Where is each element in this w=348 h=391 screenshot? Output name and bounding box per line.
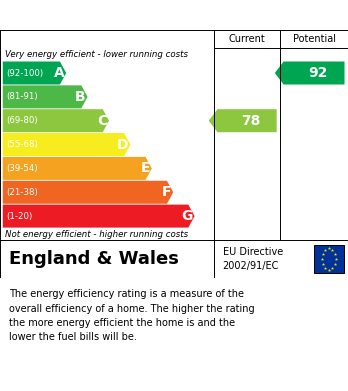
Text: A: A (54, 66, 64, 80)
Text: C: C (97, 114, 107, 128)
Text: (21-38): (21-38) (6, 188, 38, 197)
Text: 92: 92 (308, 66, 327, 80)
Text: G: G (182, 209, 193, 223)
Text: Current: Current (229, 34, 266, 44)
Text: (81-91): (81-91) (6, 92, 38, 101)
Polygon shape (3, 133, 130, 156)
Text: B: B (75, 90, 86, 104)
Polygon shape (3, 61, 66, 84)
Text: (39-54): (39-54) (6, 164, 38, 173)
Text: E: E (141, 161, 150, 176)
Polygon shape (3, 85, 88, 108)
Text: Potential: Potential (293, 34, 335, 44)
Polygon shape (209, 109, 277, 132)
Text: 78: 78 (241, 114, 260, 128)
Text: Energy Efficiency Rating: Energy Efficiency Rating (9, 7, 211, 23)
Text: (55-68): (55-68) (6, 140, 38, 149)
Polygon shape (3, 157, 152, 180)
Text: EU Directive
2002/91/EC: EU Directive 2002/91/EC (223, 248, 283, 271)
Polygon shape (3, 181, 173, 204)
Polygon shape (3, 204, 195, 228)
Text: (1-20): (1-20) (6, 212, 32, 221)
Text: Very energy efficient - lower running costs: Very energy efficient - lower running co… (5, 50, 188, 59)
Text: Not energy efficient - higher running costs: Not energy efficient - higher running co… (5, 230, 188, 239)
Text: (92-100): (92-100) (6, 68, 44, 77)
Polygon shape (3, 109, 109, 132)
Polygon shape (275, 61, 345, 84)
Text: F: F (162, 185, 172, 199)
Text: England & Wales: England & Wales (9, 250, 179, 268)
Text: D: D (117, 138, 129, 152)
Bar (314, 245, 343, 273)
Text: (69-80): (69-80) (6, 116, 38, 125)
Text: The energy efficiency rating is a measure of the
overall efficiency of a home. T: The energy efficiency rating is a measur… (9, 289, 254, 343)
